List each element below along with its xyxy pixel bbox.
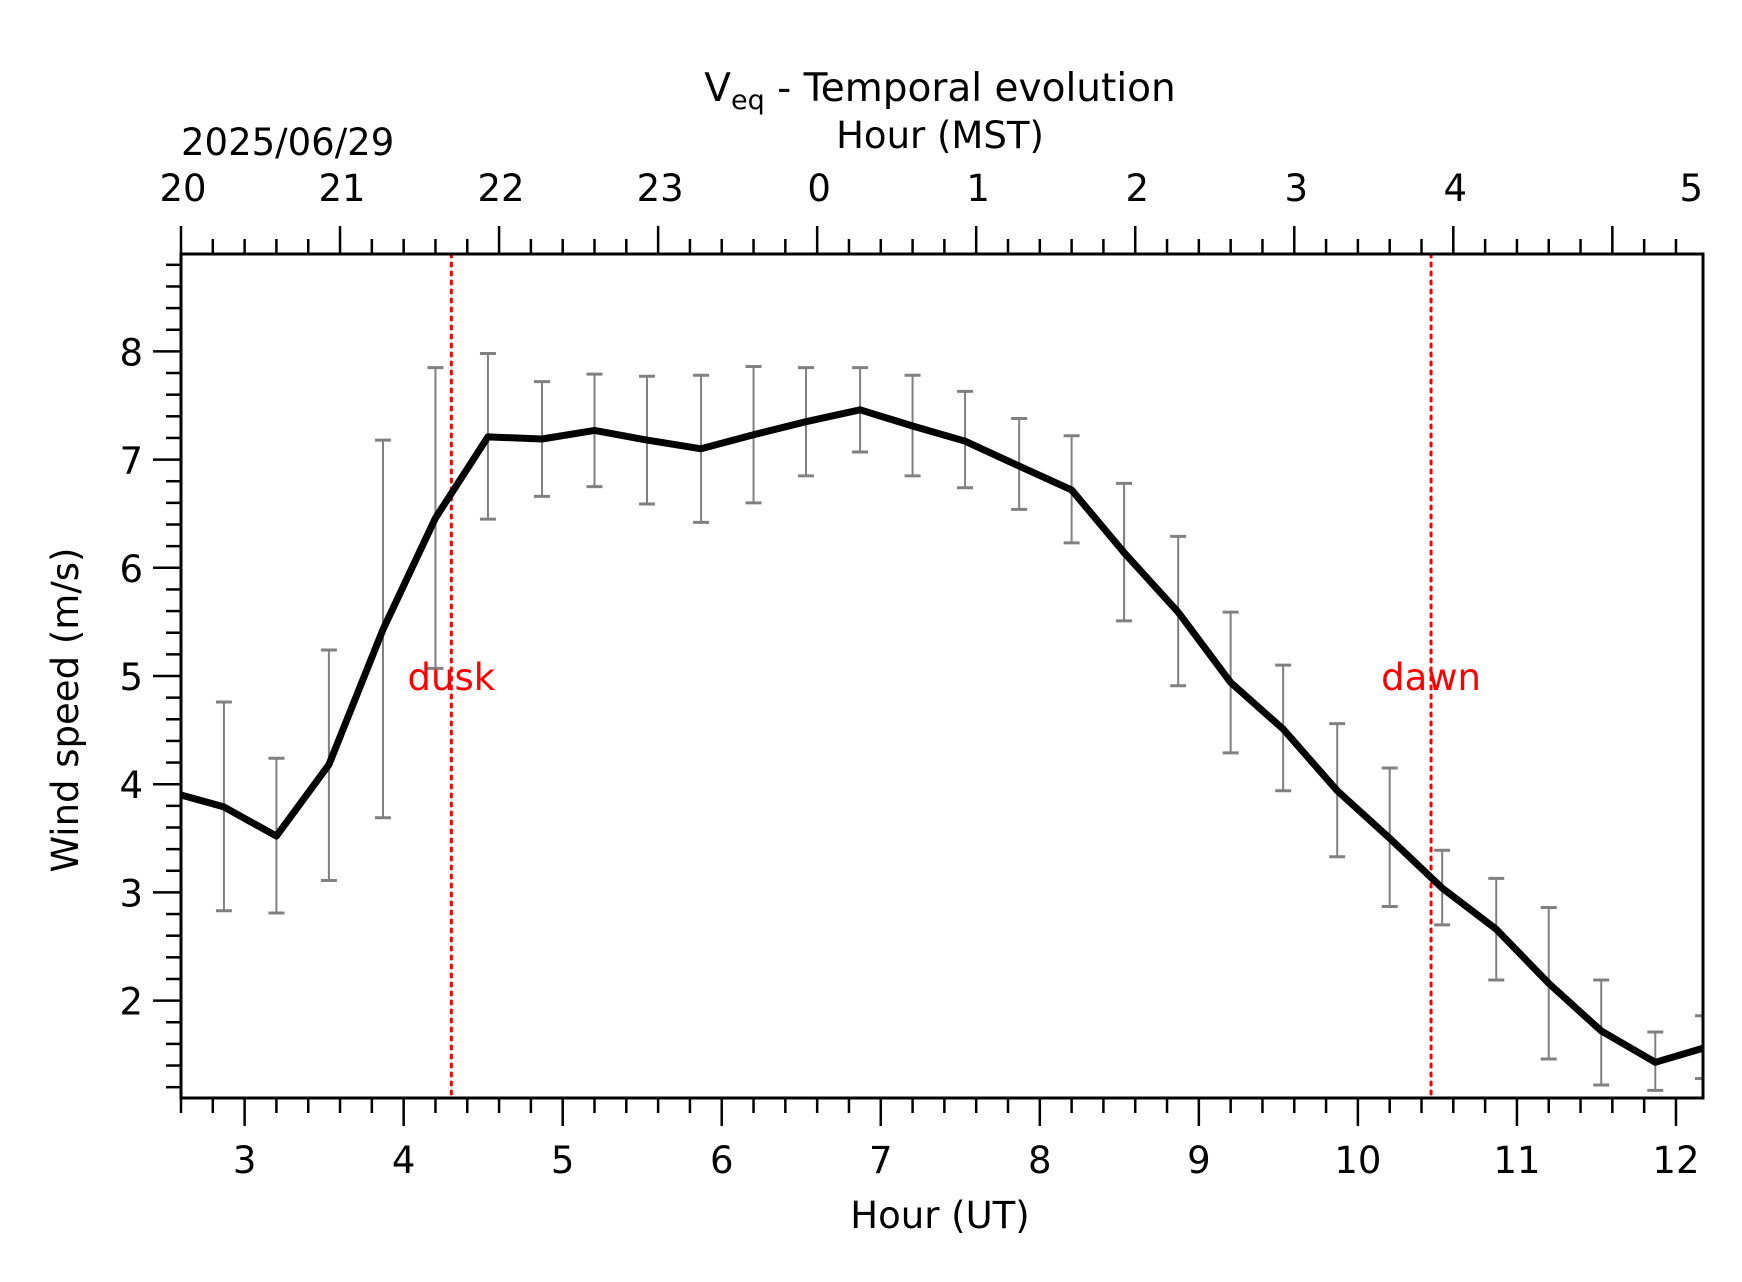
- x-tick-label: 11: [1493, 1139, 1540, 1182]
- title-subscript: eq: [731, 85, 765, 116]
- title-main: V: [704, 66, 731, 111]
- x-tick-label: 10: [1334, 1139, 1381, 1182]
- top-tick-label: 2: [1125, 167, 1149, 210]
- top-tick-label: 3: [1284, 167, 1308, 210]
- annotation-dusk: dusk: [408, 656, 496, 699]
- y-tick-label: 8: [119, 331, 143, 374]
- x-tick-label: 6: [710, 1139, 734, 1182]
- top-tick-label: 0: [807, 167, 831, 210]
- y-axis-label: Wind speed (m/s): [44, 548, 87, 873]
- series-line-0: [181, 406, 1703, 1066]
- x-tick-label: 7: [869, 1139, 893, 1182]
- top-tick-label: 23: [637, 167, 684, 210]
- top-tick-label: 1: [966, 167, 990, 210]
- y-tick-label: 7: [119, 440, 143, 483]
- x-axis-label: Hour (UT): [850, 1194, 1029, 1237]
- annotation-dawn: dawn: [1381, 656, 1481, 699]
- x-tick-label: 3: [233, 1139, 257, 1182]
- x-tick-label: 5: [551, 1139, 575, 1182]
- x-tick-label: 4: [392, 1139, 416, 1182]
- top-tick-label: 20: [159, 167, 206, 210]
- plot-area: dusk dawn: [181, 254, 1703, 1098]
- top-axis-label: Hour (MST): [836, 114, 1044, 157]
- x-tick-label: 12: [1652, 1139, 1699, 1182]
- plot-series-group: [181, 254, 1703, 1098]
- top-tick-label: 21: [318, 167, 365, 210]
- x-tick-label: 8: [1028, 1139, 1052, 1182]
- y-tick-label: 5: [119, 656, 143, 699]
- y-tick-label: 2: [119, 981, 143, 1024]
- errorbar: [1695, 1014, 1703, 1081]
- date-label: 2025/06/29: [181, 121, 394, 164]
- y-tick-label: 4: [119, 764, 143, 807]
- top-tick-label: 22: [478, 167, 525, 210]
- y-tick-label: 3: [119, 872, 143, 915]
- y-tick-label: 6: [119, 548, 143, 591]
- chart-title: Veq - Temporal evolution: [704, 66, 1175, 116]
- svg-text:Veq - Temporal evolution: Veq - Temporal evolution: [704, 66, 1175, 116]
- top-tick-label: 4: [1444, 167, 1468, 210]
- title-rest: - Temporal evolution: [765, 66, 1176, 111]
- top-tick-label: 5: [1679, 167, 1703, 210]
- x-tick-label: 9: [1187, 1139, 1211, 1182]
